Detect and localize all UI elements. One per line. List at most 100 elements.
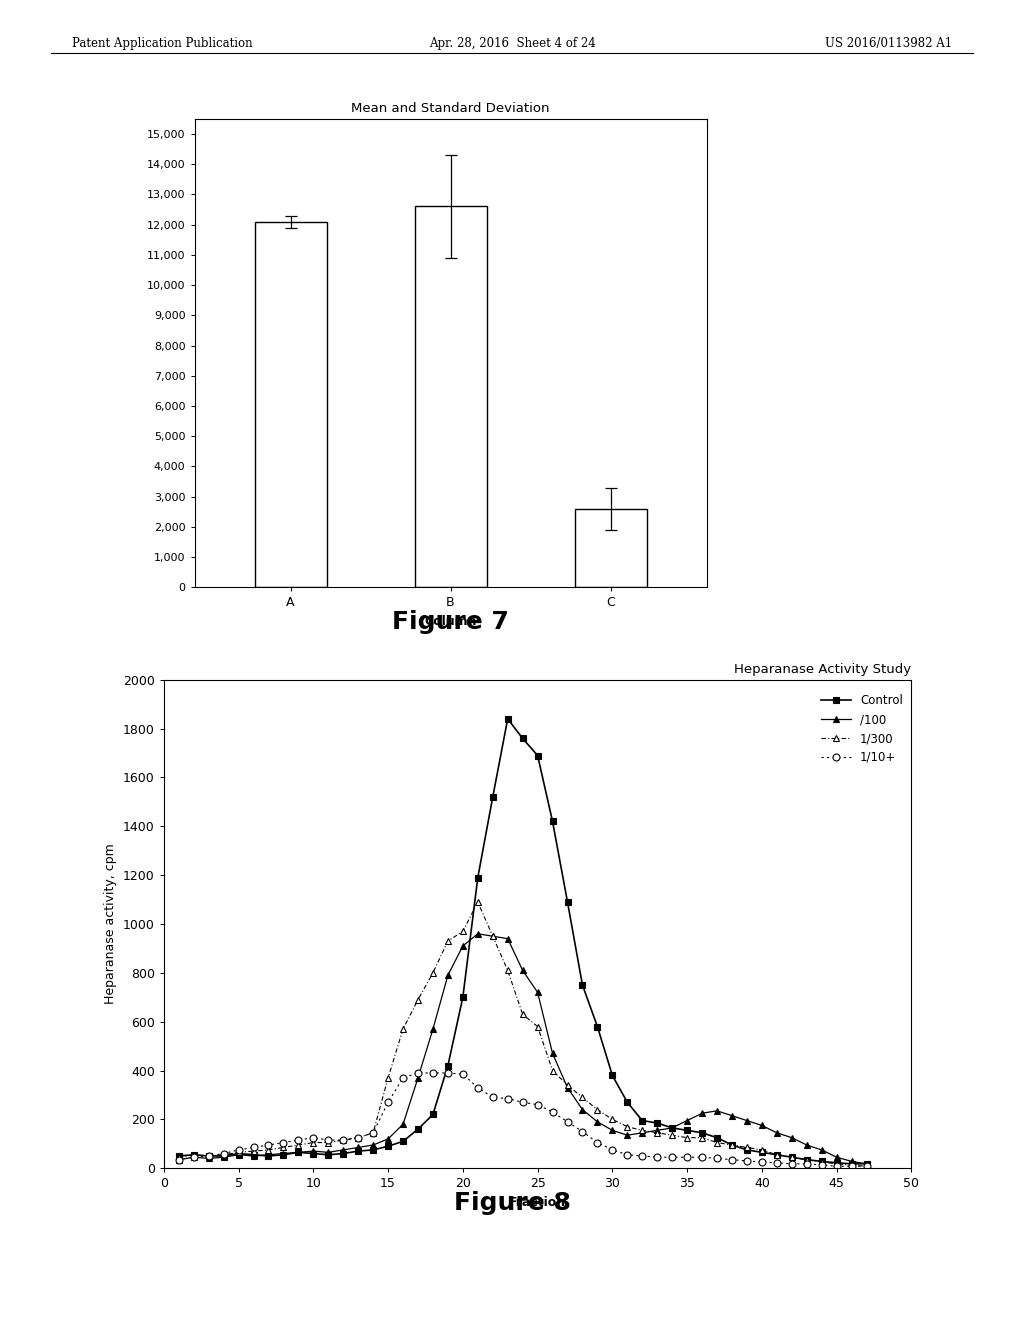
/100 bbox=[815, 1142, 827, 1158]
Control bbox=[815, 1154, 827, 1170]
1/300 bbox=[696, 1130, 709, 1146]
Control bbox=[726, 1137, 738, 1152]
/100 bbox=[472, 925, 484, 941]
/100 bbox=[307, 1143, 319, 1159]
Text: Figure 7: Figure 7 bbox=[392, 610, 509, 634]
Control bbox=[382, 1138, 394, 1154]
1/300 bbox=[262, 1142, 274, 1158]
/100 bbox=[173, 1152, 185, 1168]
1/10+ bbox=[278, 1135, 290, 1151]
Line: Control: Control bbox=[176, 715, 869, 1167]
/100 bbox=[367, 1137, 379, 1152]
1/10+ bbox=[486, 1089, 499, 1105]
1/300 bbox=[278, 1139, 290, 1155]
1/10+ bbox=[681, 1150, 693, 1166]
1/300 bbox=[232, 1144, 245, 1160]
1/10+ bbox=[531, 1097, 544, 1113]
Bar bbox=[255, 222, 327, 587]
1/10+ bbox=[801, 1156, 813, 1172]
/100 bbox=[516, 962, 528, 978]
Text: Figure 8: Figure 8 bbox=[454, 1191, 570, 1214]
Control bbox=[636, 1113, 648, 1129]
1/300 bbox=[591, 1102, 603, 1118]
1/300 bbox=[427, 965, 439, 981]
1/300 bbox=[382, 1071, 394, 1086]
Text: US 2016/0113982 A1: US 2016/0113982 A1 bbox=[825, 37, 952, 50]
Y-axis label: Heparanase activity, cpm: Heparanase activity, cpm bbox=[104, 843, 118, 1005]
1/10+ bbox=[711, 1151, 723, 1167]
/100 bbox=[681, 1113, 693, 1129]
Control bbox=[531, 747, 544, 763]
Control bbox=[262, 1148, 274, 1164]
1/300 bbox=[830, 1156, 843, 1172]
1/10+ bbox=[785, 1156, 798, 1172]
1/300 bbox=[561, 1077, 573, 1093]
Control bbox=[860, 1156, 872, 1172]
1/300 bbox=[860, 1159, 872, 1175]
/100 bbox=[771, 1125, 783, 1140]
1/300 bbox=[606, 1111, 618, 1127]
/100 bbox=[726, 1107, 738, 1123]
1/300 bbox=[726, 1137, 738, 1152]
Control bbox=[412, 1121, 424, 1137]
1/10+ bbox=[232, 1142, 245, 1158]
1/10+ bbox=[577, 1123, 589, 1139]
1/10+ bbox=[323, 1133, 335, 1148]
/100 bbox=[531, 985, 544, 1001]
1/300 bbox=[771, 1147, 783, 1163]
1/10+ bbox=[248, 1139, 260, 1155]
Control bbox=[591, 1019, 603, 1035]
1/300 bbox=[502, 962, 514, 978]
Control bbox=[547, 813, 559, 829]
Control bbox=[771, 1147, 783, 1163]
Control bbox=[337, 1146, 349, 1162]
/100 bbox=[651, 1122, 664, 1138]
1/300 bbox=[577, 1089, 589, 1105]
1/300 bbox=[412, 991, 424, 1007]
1/10+ bbox=[815, 1158, 827, 1173]
Control bbox=[846, 1156, 858, 1172]
/100 bbox=[397, 1117, 410, 1133]
/100 bbox=[382, 1131, 394, 1147]
1/300 bbox=[801, 1152, 813, 1168]
1/10+ bbox=[457, 1067, 469, 1082]
1/300 bbox=[486, 928, 499, 944]
1/300 bbox=[441, 933, 454, 949]
Control bbox=[187, 1147, 200, 1163]
1/10+ bbox=[516, 1094, 528, 1110]
/100 bbox=[622, 1127, 634, 1143]
1/10+ bbox=[756, 1154, 768, 1170]
Control bbox=[622, 1094, 634, 1110]
1/300 bbox=[666, 1127, 678, 1143]
1/10+ bbox=[382, 1094, 394, 1110]
1/300 bbox=[352, 1130, 365, 1146]
1/300 bbox=[531, 1019, 544, 1035]
1/10+ bbox=[397, 1071, 410, 1086]
Legend: Control, /100, 1/300, 1/10+: Control, /100, 1/300, 1/10+ bbox=[816, 689, 907, 768]
/100 bbox=[262, 1147, 274, 1163]
1/10+ bbox=[307, 1130, 319, 1146]
Control bbox=[217, 1148, 229, 1164]
1/10+ bbox=[726, 1152, 738, 1168]
Control bbox=[203, 1148, 215, 1164]
1/300 bbox=[516, 1006, 528, 1022]
Control bbox=[352, 1143, 365, 1159]
1/300 bbox=[337, 1133, 349, 1148]
Control bbox=[472, 870, 484, 886]
/100 bbox=[352, 1139, 365, 1155]
/100 bbox=[561, 1080, 573, 1096]
/100 bbox=[412, 1071, 424, 1086]
/100 bbox=[711, 1104, 723, 1119]
Control bbox=[830, 1155, 843, 1171]
Control bbox=[397, 1134, 410, 1150]
1/10+ bbox=[173, 1152, 185, 1168]
/100 bbox=[756, 1118, 768, 1134]
Control bbox=[561, 894, 573, 909]
1/300 bbox=[217, 1147, 229, 1163]
1/300 bbox=[547, 1063, 559, 1078]
Control bbox=[232, 1146, 245, 1162]
1/10+ bbox=[846, 1159, 858, 1175]
1/10+ bbox=[502, 1090, 514, 1106]
1/300 bbox=[307, 1135, 319, 1151]
/100 bbox=[248, 1148, 260, 1164]
